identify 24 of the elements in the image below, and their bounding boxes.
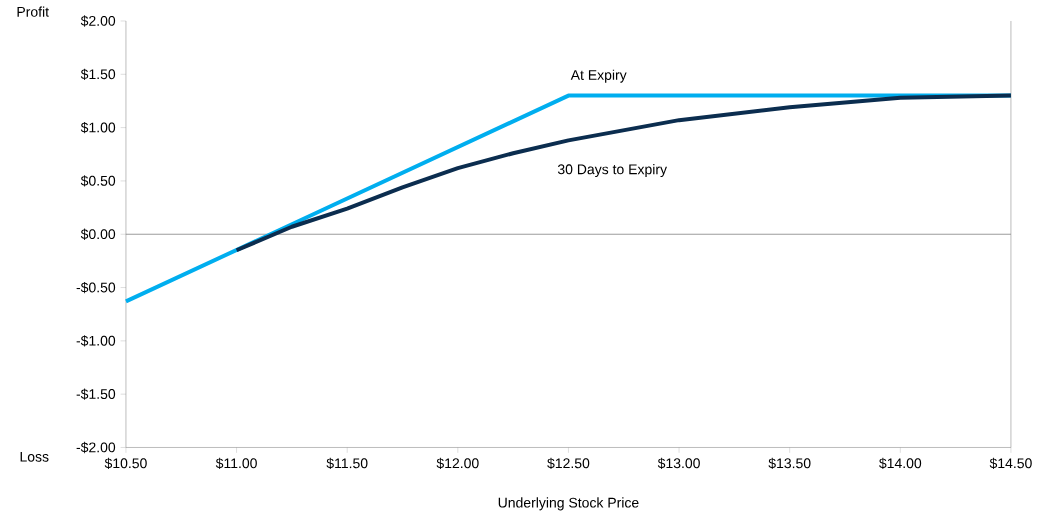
x-axis-title: Underlying Stock Price [498, 497, 639, 511]
y-tick-label: -$1.50 [76, 388, 116, 400]
text: Loss [20, 451, 49, 462]
series-label: 30 Days to Expiry [557, 163, 667, 177]
y-tick-label: -$1.00 [76, 334, 116, 347]
y-tick-label: -$2.00 [76, 441, 116, 453]
y-tick-label: -$0.50 [76, 281, 116, 293]
line-series [234, 93, 1013, 253]
x-tick-label: $13.00 [657, 457, 700, 469]
x-tick-label: $12.00 [436, 457, 479, 469]
y-tick-label: $0.50 [80, 175, 116, 187]
x-tick-label: $11.00 [215, 457, 257, 469]
x-tick-label: $14.50 [989, 457, 1032, 469]
x-tick-label: $13.50 [768, 457, 811, 469]
x-tick-label: $14.00 [879, 457, 922, 469]
x-tick-label: $11.50 [326, 457, 368, 469]
series-label: At Expiry [570, 69, 627, 83]
x-tick-label: $12.50 [547, 457, 590, 469]
text: Profit [17, 6, 49, 17]
y-tick-label: $2.00 [80, 15, 116, 27]
y-tick-label: $0.00 [80, 228, 116, 240]
x-tick-label: $10.50 [104, 457, 147, 469]
y-tick-label: $1.00 [80, 121, 116, 134]
y-tick-label: $1.50 [80, 68, 116, 80]
